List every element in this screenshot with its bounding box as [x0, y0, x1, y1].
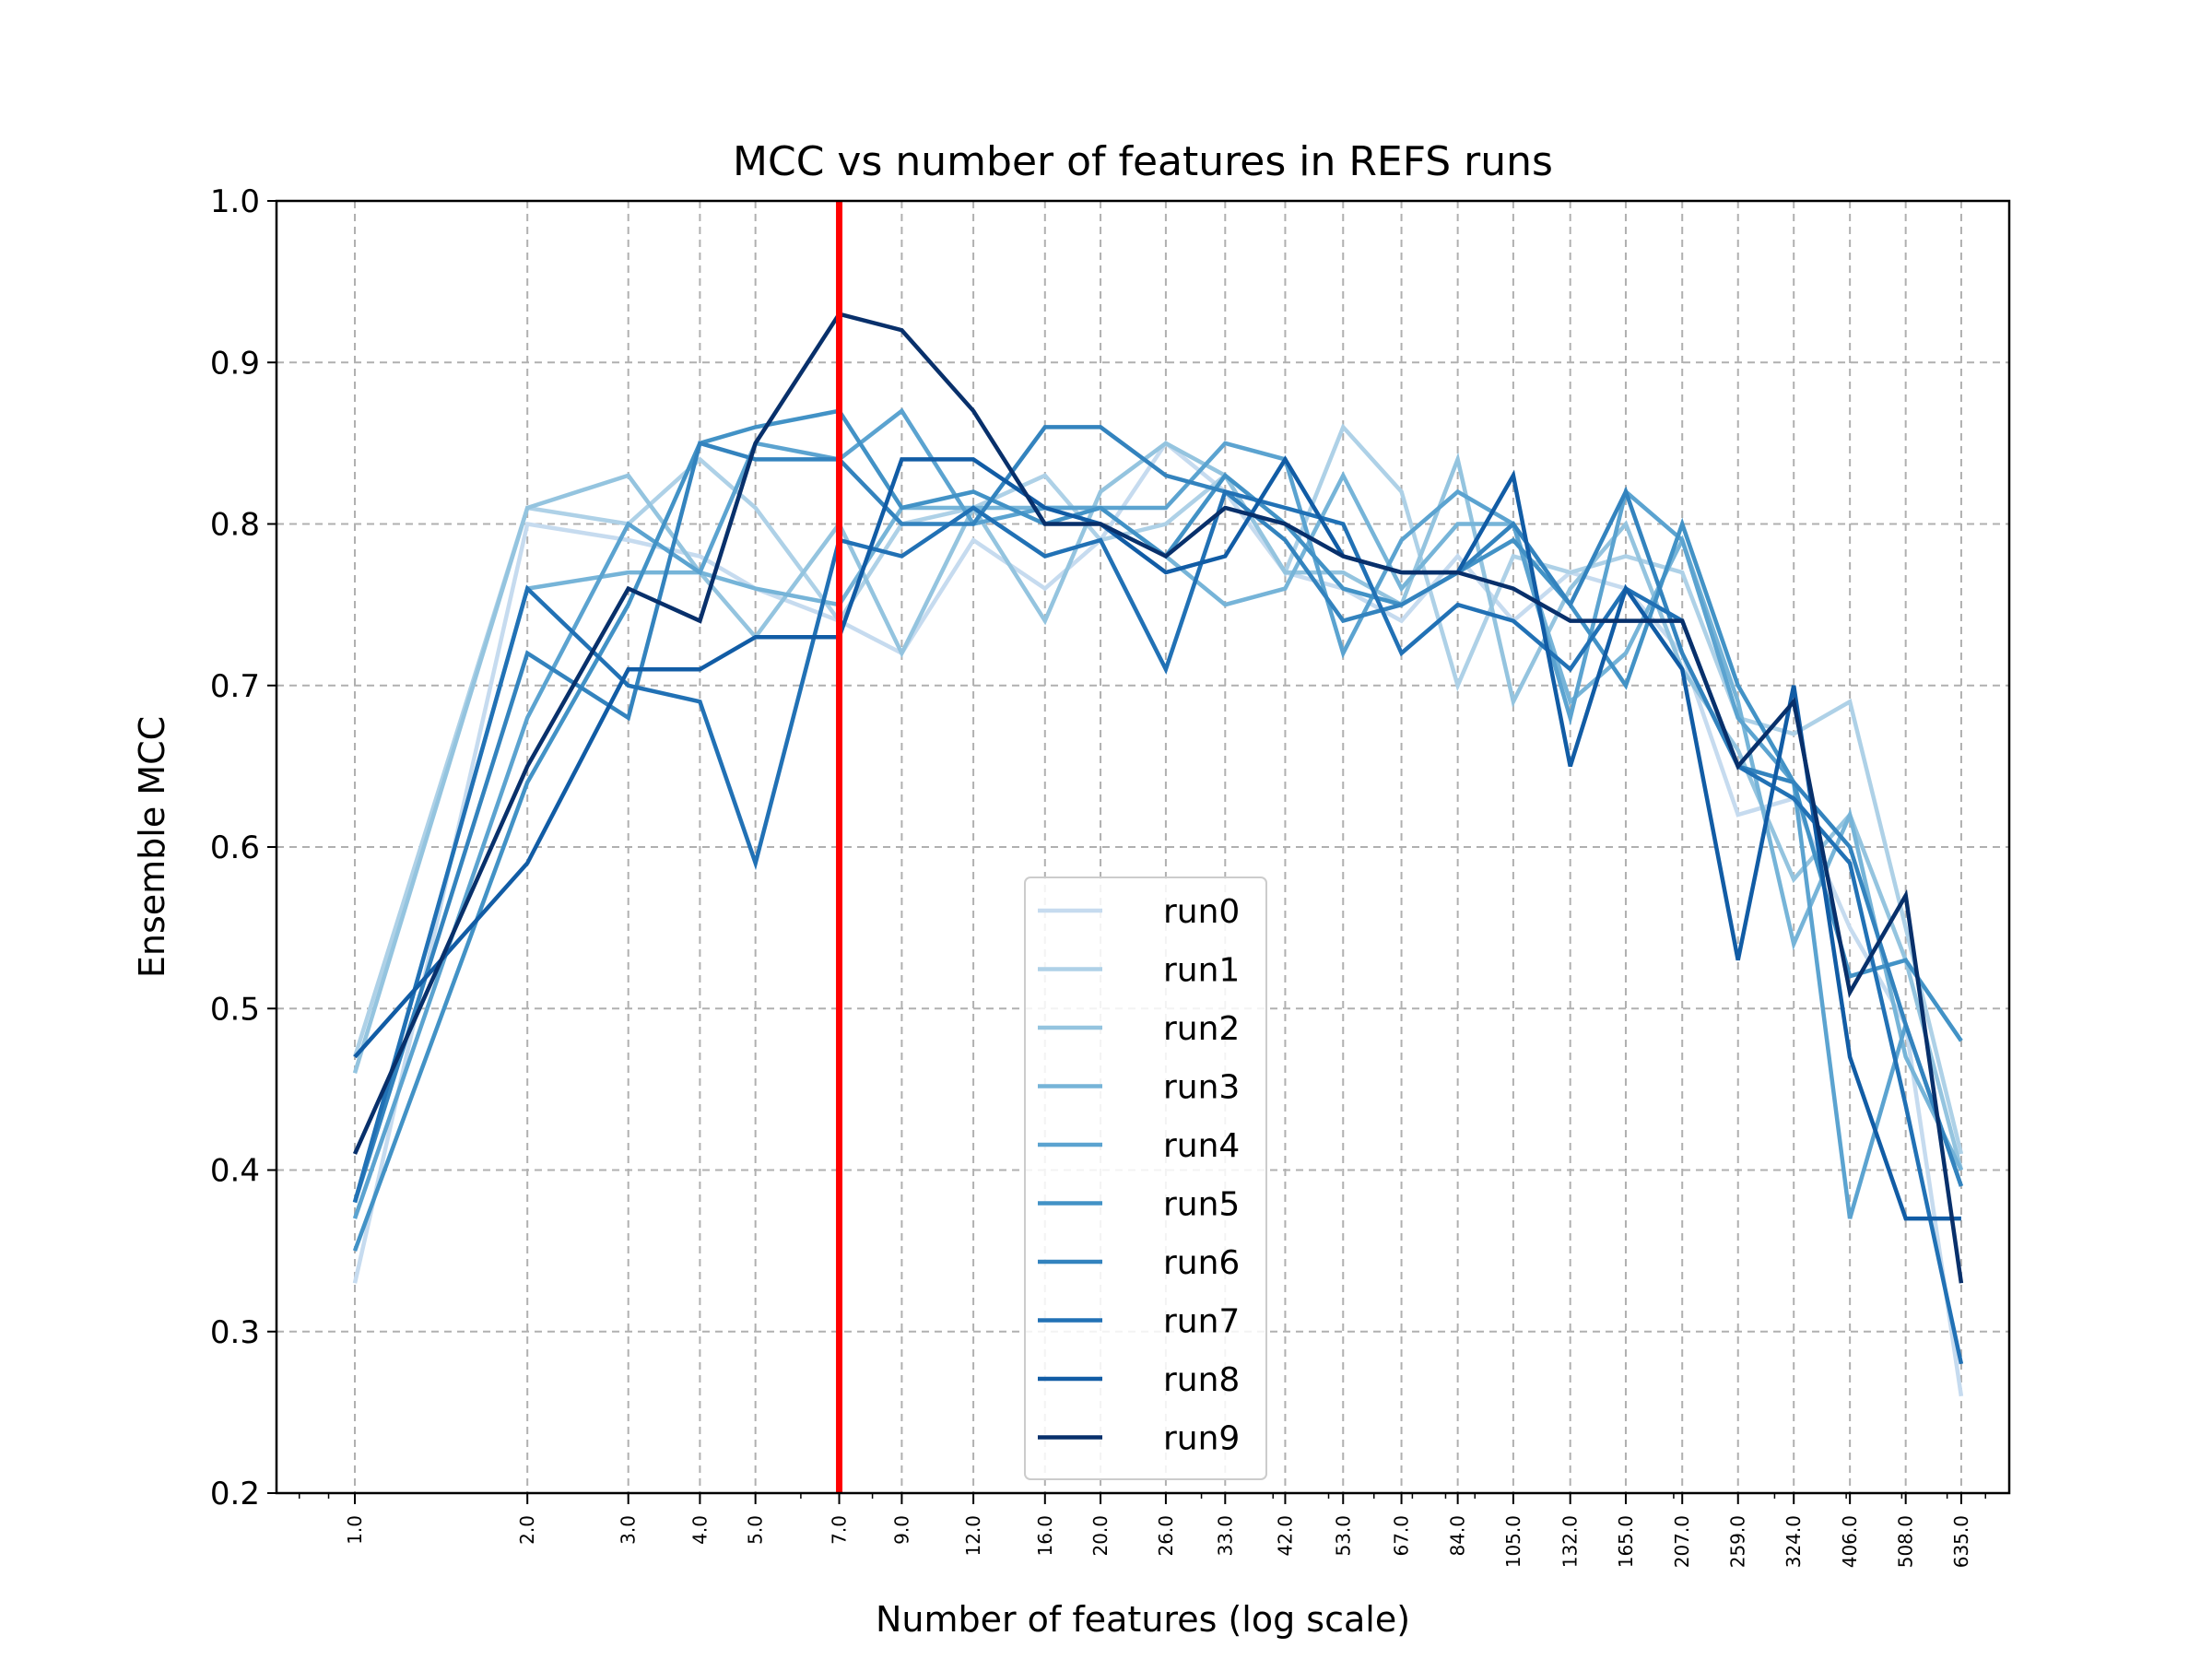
- y-tick-label: 0.8: [210, 507, 260, 544]
- legend-label-run7: run7: [1163, 1303, 1240, 1341]
- x-tick-label: 105.0: [1502, 1515, 1524, 1568]
- x-tick-label: 4.0: [688, 1515, 711, 1545]
- x-tick-label: 7.0: [829, 1515, 851, 1545]
- legend-label-run9: run9: [1163, 1420, 1240, 1458]
- x-tick-label: 42.0: [1274, 1515, 1296, 1557]
- y-tick-label: 0.5: [210, 991, 260, 1028]
- x-tick-label: 635.0: [1950, 1515, 1972, 1568]
- x-axis-label: Number of features (log scale): [876, 1599, 1410, 1640]
- legend-label-run2: run2: [1163, 1010, 1240, 1048]
- legend-label-run8: run8: [1163, 1361, 1240, 1399]
- x-tick-label: 33.0: [1214, 1515, 1236, 1557]
- x-tick-label: 84.0: [1447, 1515, 1469, 1557]
- ticks: 0.2 0.3 0.4 0.5 0.6 0.7 0.8 0.9 1.0 1.0 2.0 3.0 4.0 5…: [210, 183, 1987, 1568]
- series-line-run3: [352, 470, 1963, 1204]
- y-tick-label: 0.6: [210, 830, 260, 866]
- x-tick-label: 67.0: [1391, 1515, 1413, 1557]
- legend-label-run1: run1: [1163, 952, 1240, 990]
- x-tick-label: 508.0: [1895, 1515, 1917, 1568]
- legend-label-run3: run3: [1163, 1069, 1240, 1107]
- x-tick-label: 3.0: [618, 1515, 640, 1545]
- x-tick-label: 132.0: [1559, 1515, 1582, 1568]
- y-tick-label: 1.0: [210, 183, 260, 220]
- x-tick-label: 20.0: [1089, 1515, 1112, 1557]
- y-tick-label: 0.9: [210, 345, 260, 382]
- y-tick-label: 0.3: [210, 1314, 260, 1351]
- x-tick-label: 53.0: [1332, 1515, 1354, 1557]
- y-axis-label: Ensemble MCC: [132, 716, 172, 978]
- series-layer: [352, 312, 1964, 1397]
- y-tick-label: 0.2: [210, 1476, 260, 1512]
- legend-label-run5: run5: [1163, 1186, 1240, 1224]
- x-tick-label: 324.0: [1783, 1515, 1805, 1568]
- x-tick-label: 5.0: [745, 1515, 767, 1545]
- y-tick-label: 0.7: [210, 668, 260, 705]
- x-tick-label: 9.0: [890, 1515, 912, 1545]
- x-tick-label: 207.0: [1671, 1515, 1693, 1568]
- x-tick-label: 1.0: [344, 1515, 366, 1545]
- x-tick-label: 12.0: [962, 1515, 984, 1557]
- x-tick-label: 406.0: [1839, 1515, 1861, 1568]
- x-tick-label: 259.0: [1727, 1515, 1749, 1568]
- x-tick-label: 16.0: [1034, 1515, 1056, 1557]
- x-tick-label: 165.0: [1615, 1515, 1637, 1568]
- series-line-run8: [353, 455, 1961, 1221]
- chart-title: MCC vs number of features in REFS runs: [733, 138, 1553, 185]
- legend-label-run4: run4: [1163, 1127, 1240, 1165]
- legend: run0 run1 run2 run3 run4 run5 run6 run7 run8 run9: [1024, 877, 1267, 1480]
- x-tick-label: 2.0: [516, 1515, 538, 1545]
- y-tick-label: 0.4: [210, 1153, 260, 1190]
- series-line-run9: [352, 312, 1964, 1284]
- x-tick-label: 26.0: [1155, 1515, 1177, 1557]
- legend-label-run6: run6: [1163, 1244, 1240, 1282]
- legend-label-run0: run0: [1163, 893, 1240, 931]
